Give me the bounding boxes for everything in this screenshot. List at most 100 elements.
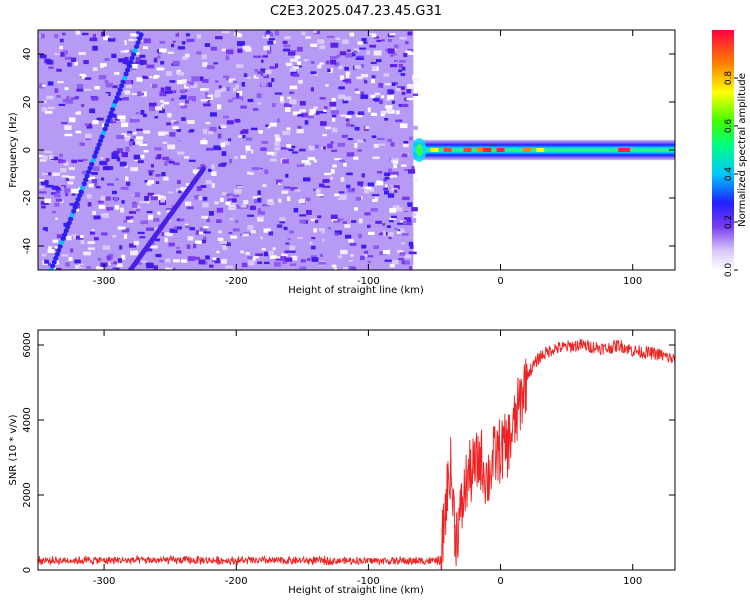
noise-speck (361, 173, 365, 178)
noise-speck (119, 41, 125, 45)
noise-speck (286, 127, 291, 131)
noise-speck (87, 247, 96, 250)
noise-speck (389, 33, 396, 36)
noise-speck (226, 86, 230, 92)
noise-speck (346, 49, 351, 52)
noise-speck (52, 267, 56, 270)
noise-speck (364, 212, 371, 216)
noise-speck (299, 214, 307, 217)
noise-speck (52, 239, 59, 243)
noise-speck (176, 246, 181, 249)
noise-speck (196, 34, 202, 39)
noise-speck (65, 178, 70, 181)
trace-point (110, 106, 116, 112)
noise-speck (311, 257, 319, 262)
noise-speck (103, 35, 110, 41)
noise-speck (94, 244, 102, 250)
noise-speck (299, 109, 306, 113)
noise-speck (91, 229, 95, 234)
noise-speck (143, 46, 149, 50)
noise-speck (121, 200, 125, 204)
noise-speck (96, 266, 104, 270)
noise-speck (285, 173, 289, 178)
noise-speck (284, 36, 291, 40)
noise-speck (331, 218, 338, 222)
noise-speck (247, 171, 251, 175)
noise-speck (289, 85, 298, 90)
noise-speck (407, 49, 414, 52)
noise-speck (71, 188, 80, 194)
trace-point (114, 95, 120, 100)
noise-speck (110, 210, 115, 215)
noise-speck (294, 55, 301, 59)
noise-speck (77, 159, 84, 162)
noise-speck (71, 191, 76, 196)
noise-speck (368, 231, 375, 235)
noise-speck (313, 30, 317, 34)
noise-speck (377, 143, 386, 146)
noise-speck (142, 113, 147, 118)
noise-speck (139, 236, 146, 239)
noise-speck (113, 196, 119, 202)
noise-speck (313, 188, 317, 192)
noise-speck (186, 244, 191, 249)
noise-speck (398, 69, 402, 73)
noise-speck (399, 151, 408, 154)
noise-speck (84, 77, 92, 80)
noise-speck (323, 109, 327, 112)
noise-speck (113, 150, 120, 154)
noise-speck (140, 154, 145, 159)
noise-speck (360, 41, 368, 44)
noise-speck (267, 49, 272, 55)
y-tick-label: 0 (22, 147, 33, 153)
noise-speck (334, 193, 340, 197)
noise-speck (74, 61, 78, 66)
trace-point (200, 166, 206, 172)
noise-speck (159, 109, 165, 114)
noise-speck (75, 30, 81, 35)
noise-speck (131, 141, 137, 146)
noise-speck (386, 98, 391, 101)
noise-speck (130, 192, 134, 196)
noise-speck (263, 59, 269, 64)
noise-speck (270, 236, 275, 241)
noise-speck (325, 84, 329, 87)
noise-speck (191, 99, 196, 102)
noise-speck (310, 255, 317, 259)
noise-speck (59, 45, 63, 50)
noise-speck (277, 256, 282, 259)
noise-speck (332, 76, 340, 81)
noise-speck (353, 156, 359, 160)
noise-speck (59, 38, 64, 43)
noise-speck (345, 234, 352, 239)
noise-speck (176, 226, 182, 230)
noise-speck (329, 56, 338, 60)
band-hotspot (536, 148, 545, 152)
noise-speck (315, 219, 319, 224)
noise-speck (109, 118, 113, 124)
noise-speck (189, 129, 195, 132)
noise-speck (132, 136, 136, 139)
noise-speck (367, 182, 375, 187)
noise-speck (184, 156, 190, 159)
noise-speck (129, 243, 137, 248)
noise-speck (185, 32, 190, 37)
noise-speck (98, 205, 106, 209)
noise-speck (249, 205, 256, 211)
noise-speck (205, 180, 212, 184)
noise-speck (296, 46, 303, 52)
noise-speck (202, 202, 209, 208)
band-hotspot (496, 148, 505, 152)
noise-speck (362, 40, 366, 43)
noise-speck (290, 263, 297, 266)
noise-speck (401, 153, 408, 158)
noise-speck (211, 171, 217, 176)
noise-speck (280, 147, 289, 150)
noise-speck (214, 260, 221, 264)
noise-speck (337, 142, 346, 147)
noise-speck (124, 56, 129, 62)
trace-point (59, 240, 65, 246)
noise-speck (406, 230, 412, 235)
noise-speck (282, 130, 291, 136)
noise-speck (223, 141, 230, 145)
